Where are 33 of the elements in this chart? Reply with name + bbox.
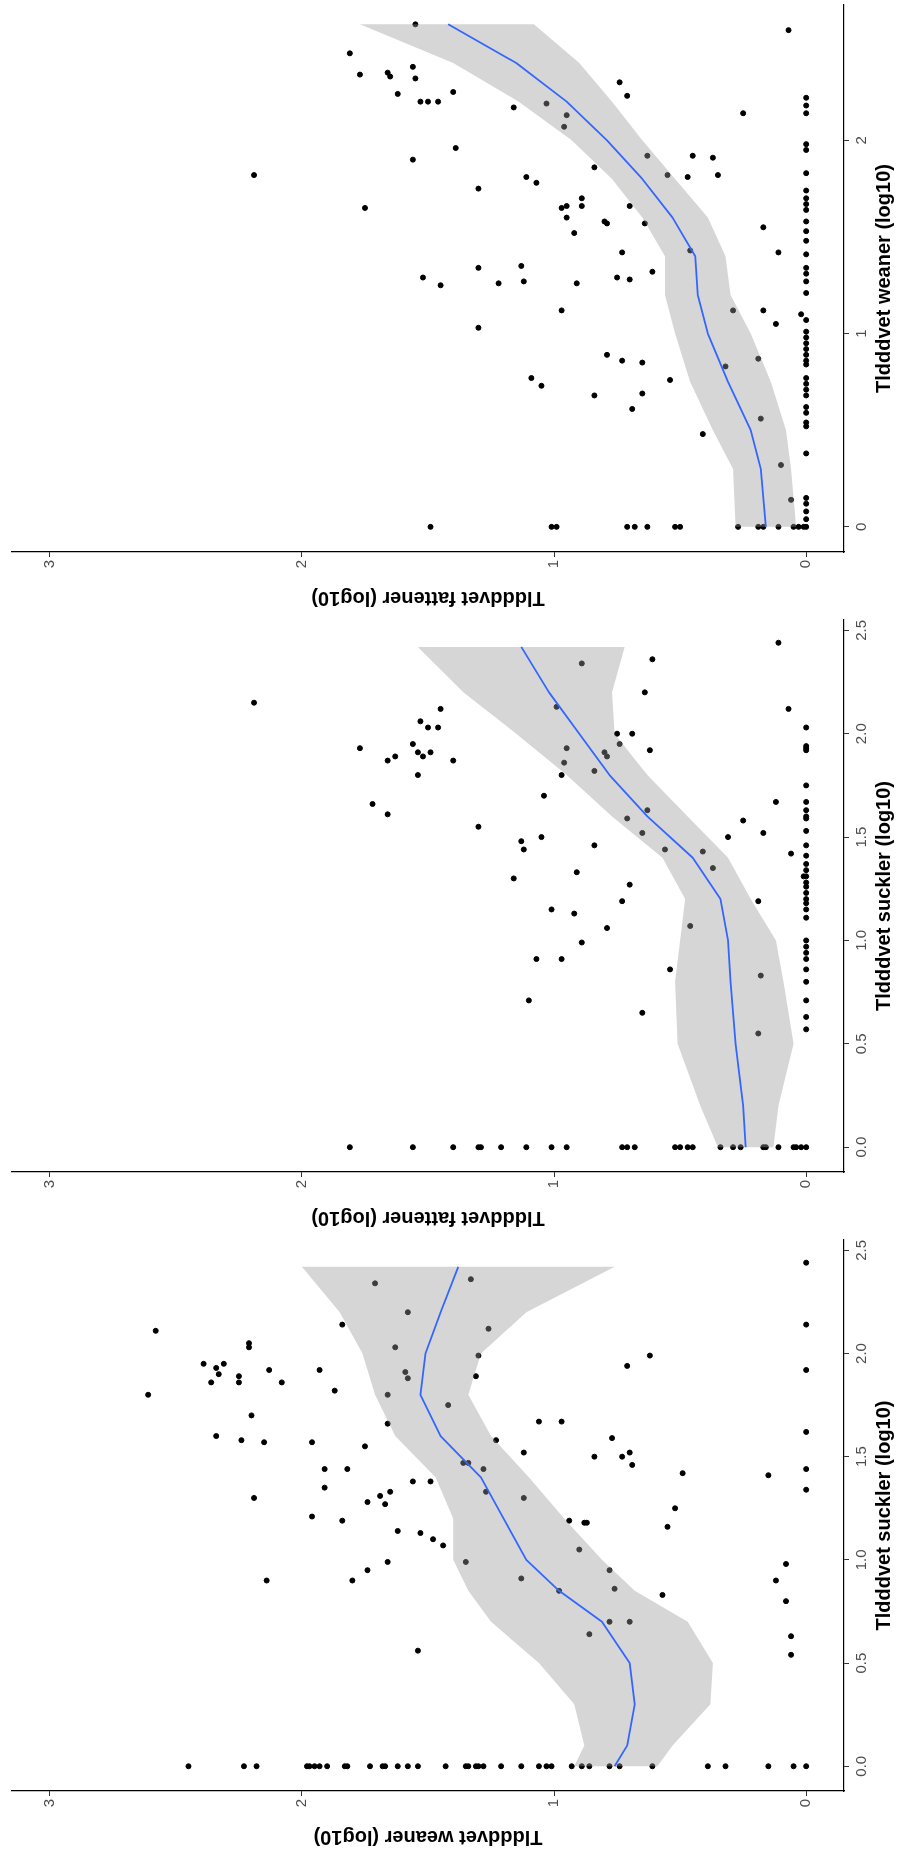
y-tick-label: 0.5 xyxy=(852,1033,870,1055)
x-tick-label: 3 xyxy=(39,1799,57,1808)
y-tick-label: 2.5 xyxy=(852,1239,870,1261)
x-axis-title: Tldddvet fattener (log10) xyxy=(311,588,545,611)
y-axis-title: Tldddvet suckler (log10) xyxy=(871,1400,894,1631)
y-tick-label: 0.0 xyxy=(852,1136,870,1158)
y-axis-title: Tldddvet weaner (log10) xyxy=(871,164,894,393)
x-tick-label: 1 xyxy=(544,1180,562,1189)
y-tick-label: 1 xyxy=(852,329,870,338)
y-tick-label: 1.0 xyxy=(852,930,870,951)
x-tick-label: 1 xyxy=(544,560,562,569)
y-tick-label: 2.5 xyxy=(852,619,870,641)
y-axis-title: Tldddvet suckler (log10) xyxy=(871,780,894,1012)
x-tick-label: 2 xyxy=(292,560,310,569)
x-tick-label: 3 xyxy=(39,560,57,569)
y-tick-label: 2 xyxy=(852,136,870,145)
x-tick-label: 2 xyxy=(292,1799,310,1808)
y-tick-label: 0.0 xyxy=(852,1755,870,1777)
x-axis-title: Tldddvet fattener (log10) xyxy=(311,1208,545,1231)
x-tick-label: 1 xyxy=(544,1799,562,1808)
y-tick-label: 0 xyxy=(852,522,870,532)
y-tick-label: 0.5 xyxy=(852,1652,870,1674)
y-tick-label: 1.5 xyxy=(852,1446,870,1468)
x-tick-label: 0 xyxy=(796,560,814,569)
y-tick-label: 1.0 xyxy=(852,1549,870,1571)
x-axis-title: Tldddvet weaner (log10) xyxy=(313,1827,543,1850)
y-tick-label: 2.0 xyxy=(852,1343,870,1364)
x-tick-label: 0 xyxy=(796,1799,814,1808)
y-tick-label: 1.5 xyxy=(852,826,870,848)
y-tick-label: 2.0 xyxy=(852,723,870,745)
x-tick-label: 2 xyxy=(292,1180,310,1189)
x-tick-label: 3 xyxy=(39,1180,57,1189)
x-tick-label: 0 xyxy=(796,1180,814,1189)
